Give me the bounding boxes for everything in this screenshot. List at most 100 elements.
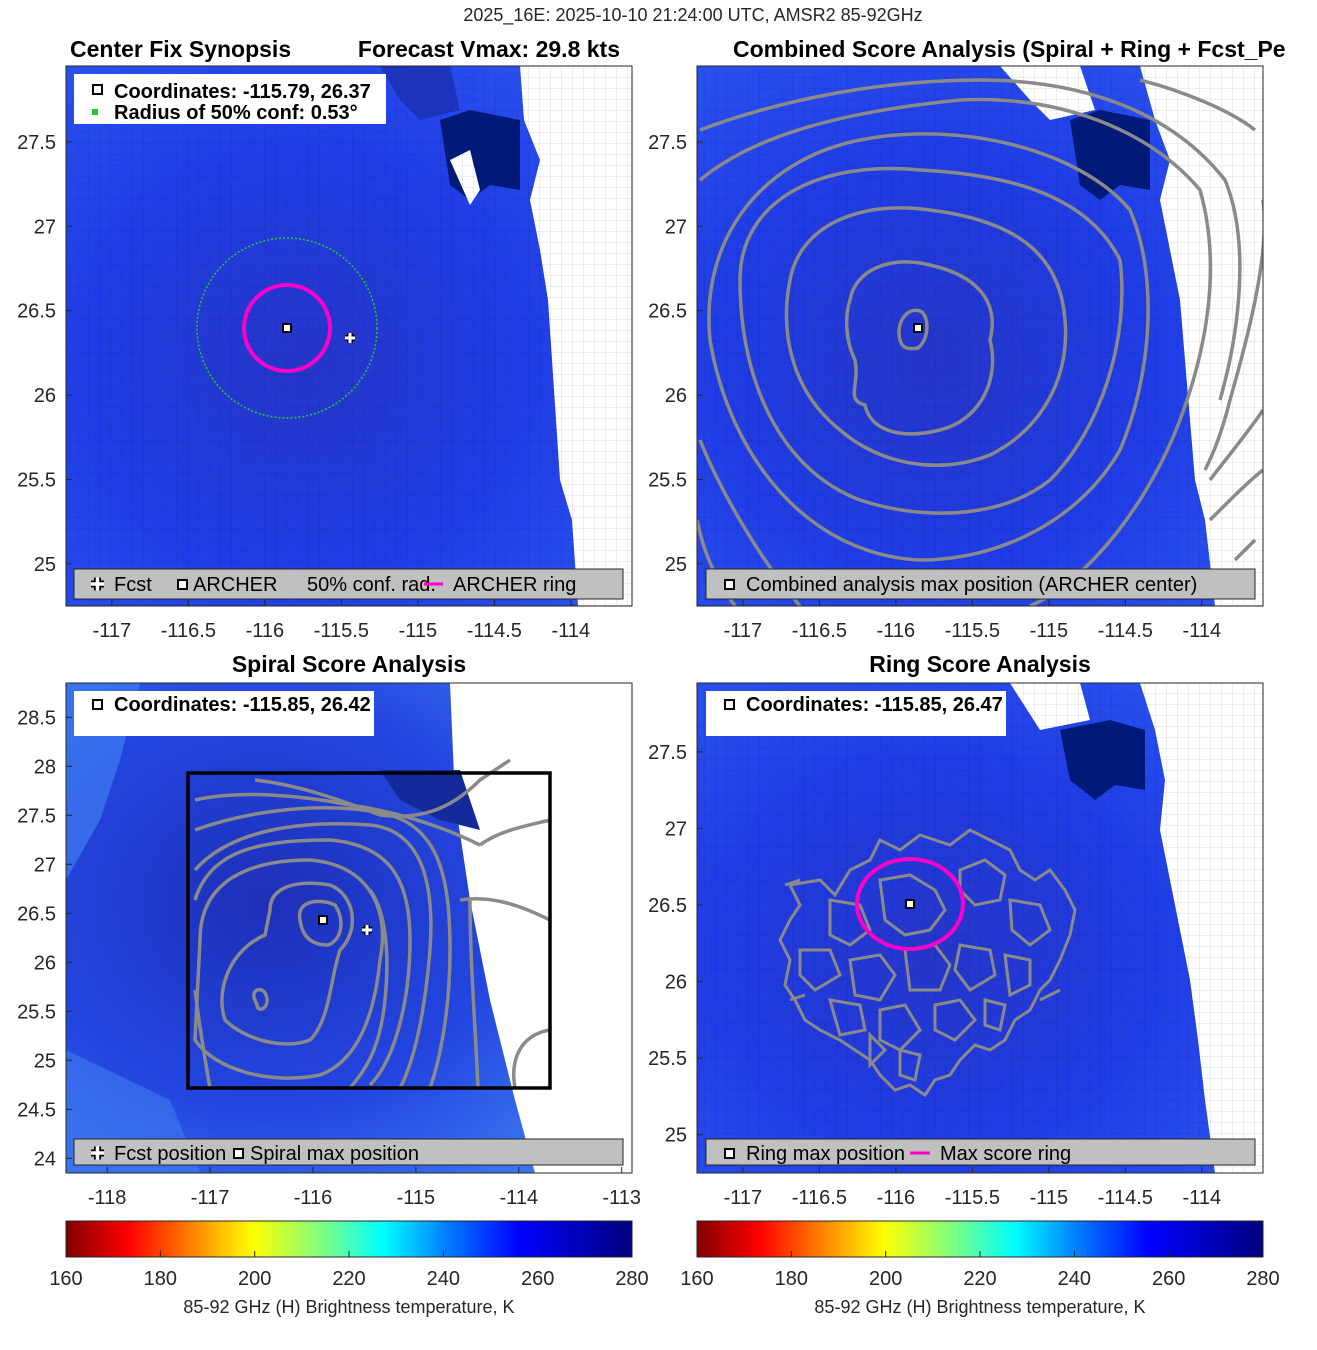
x-tick-label: -114 <box>1183 620 1222 642</box>
synopsis-title: Center Fix Synopsis <box>70 36 291 62</box>
ring-map <box>697 683 1263 1173</box>
x-tick-label: -114 <box>1183 1187 1222 1209</box>
panel-synopsis: Center Fix Synopsis Forecast Vmax: 29.8 … <box>17 36 633 642</box>
y-tick-label: 24 <box>34 1148 56 1170</box>
colorbar-tick-label: 220 <box>963 1268 996 1290</box>
x-tick-label: -116 <box>246 620 285 642</box>
max-score-ring <box>855 857 965 951</box>
ring-legend <box>705 1138 1256 1166</box>
y-tick-label: 26.5 <box>17 301 56 323</box>
x-tick-label: -114.5 <box>1098 1187 1153 1209</box>
x-tick-label: -115 <box>1030 1187 1069 1209</box>
cold-cloud-patch <box>380 770 480 830</box>
y-tick-label: 24.5 <box>17 1099 56 1121</box>
synopsis-map <box>66 66 632 606</box>
synopsis-ticks: -117 -116.5 -116 -115.5 -115 -114.5 -114 25 25.5… <box>17 132 590 642</box>
radius-dot-icon <box>92 109 98 115</box>
colorbar-tick-label: 200 <box>869 1268 902 1290</box>
colorbar-ticks: 160 180 200 220 240 260 280 <box>680 1251 1280 1290</box>
y-tick-label: 27 <box>34 216 56 238</box>
ring-max-marker <box>905 899 915 909</box>
x-tick-label: -115 <box>399 620 438 642</box>
x-tick-label: -116 <box>877 620 916 642</box>
colorbar-tick-label: 180 <box>775 1268 808 1290</box>
colorbar-label: 85-92 GHz (H) Brightness temperature, K <box>814 1297 1145 1317</box>
synopsis-radius: Radius of 50% conf: 0.53° <box>114 102 358 124</box>
colorbar-tick-label: 200 <box>238 1268 271 1290</box>
spiral-coords: Coordinates: -115.85, 26.42 <box>114 694 371 716</box>
coords-square-icon <box>724 699 735 710</box>
x-tick-label: -115 <box>397 1187 436 1209</box>
panel-ring: Ring Score Analysis <box>648 651 1264 1209</box>
colorbar-tick-label: 180 <box>144 1268 177 1290</box>
x-tick-label: -115.5 <box>945 1187 1000 1209</box>
combined-map <box>697 66 1263 606</box>
spiral-info-box <box>74 691 374 736</box>
x-tick-label: -114 <box>500 1187 539 1209</box>
legend-max-ring: Max score ring <box>940 1143 1071 1165</box>
spiral-map <box>66 683 632 1173</box>
x-tick-label: -116 <box>877 1187 916 1209</box>
y-tick-label: 26 <box>34 952 56 974</box>
legend-fcst: Fcst <box>114 574 152 596</box>
y-tick-label: 26 <box>665 972 687 994</box>
colorbar-tick-label: 280 <box>1246 1268 1279 1290</box>
colorbar-tick-label: 280 <box>615 1268 648 1290</box>
archer-ring <box>242 283 332 373</box>
spiral-ticks: -118 -117 -116 -115 -114 -113 24 24.5 25 25.5 26 26… <box>17 707 641 1209</box>
colorbar-ticks: 160 180 200 220 240 260 280 <box>49 1251 649 1290</box>
ring-axes-frame <box>696 682 1264 1174</box>
legend-combined: Combined analysis max position (ARCHER c… <box>746 574 1197 596</box>
colorbar-left: 160 180 200 220 240 260 280 85-92 GHz (H) Brig… <box>49 1220 649 1317</box>
x-tick-label: -116 <box>294 1187 333 1209</box>
archer-center-marker <box>282 323 292 333</box>
x-tick-label: -113 <box>602 1187 641 1209</box>
y-tick-label: 27 <box>665 818 687 840</box>
y-tick-label: 25 <box>665 554 687 576</box>
spiral-title: Spiral Score Analysis <box>232 651 466 677</box>
y-tick-label: 27 <box>665 216 687 238</box>
y-tick-label: 26.5 <box>648 895 687 917</box>
y-tick-label: 25 <box>34 1050 56 1072</box>
ring-title: Ring Score Analysis <box>869 651 1091 677</box>
x-tick-label: -117 <box>191 1187 230 1209</box>
figure-suptitle: 2025_16E: 2025-10-10 21:24:00 UTC, AMSR2… <box>463 5 922 26</box>
y-tick-label: 25.5 <box>17 1001 56 1023</box>
analysis-box <box>186 771 552 1090</box>
x-tick-label: -118 <box>88 1187 127 1209</box>
conf-radius-circle <box>196 237 378 419</box>
spiral-max-marker <box>318 915 328 925</box>
x-tick-label: -116.5 <box>792 620 847 642</box>
fcst-legend-icon <box>91 577 104 591</box>
combined-ticks: -117 -116.5 -116 -115.5 -115 -114.5 -114 25 25.5… <box>648 132 1221 642</box>
ring-max-legend-icon <box>724 1148 735 1159</box>
y-tick-label: 26.5 <box>648 301 687 323</box>
y-tick-label: 27.5 <box>648 742 687 764</box>
synopsis-info-box <box>74 74 386 124</box>
spiral-legend <box>73 1138 624 1166</box>
no-data-swath-edge <box>450 683 632 1173</box>
colorbar-right: 160 180 200 220 240 260 280 85-92 GHz (H) Brig… <box>680 1220 1280 1317</box>
y-tick-label: 27.5 <box>648 132 687 154</box>
ring-ticks: -117 -116.5 -116 -115.5 -115 -114.5 -114 25 25.5… <box>648 742 1221 1209</box>
y-tick-label: 25.5 <box>648 1048 687 1070</box>
y-tick-label: 25.5 <box>17 469 56 491</box>
y-tick-label: 26.5 <box>17 903 56 925</box>
colorbar-tick-label: 160 <box>680 1268 713 1290</box>
fcst-position-marker <box>362 925 372 935</box>
colorbar-tick-label: 260 <box>521 1268 554 1290</box>
y-tick-label: 26 <box>34 385 56 407</box>
synopsis-axes-frame <box>65 65 633 607</box>
x-tick-label: -114 <box>552 620 591 642</box>
x-tick-label: -116.5 <box>792 1187 847 1209</box>
combined-axes-frame <box>696 65 1264 607</box>
fcst-marker <box>345 333 355 343</box>
x-tick-label: -114.5 <box>1098 620 1153 642</box>
x-tick-label: -115.5 <box>945 620 1000 642</box>
legend-ring: ARCHER ring <box>453 574 576 596</box>
y-tick-label: 27.5 <box>17 132 56 154</box>
combined-contours <box>697 78 1263 606</box>
legend-fcst-position: Fcst position <box>114 1143 226 1165</box>
combined-title: Combined Score Analysis (Spiral + Ring +… <box>733 36 1286 62</box>
